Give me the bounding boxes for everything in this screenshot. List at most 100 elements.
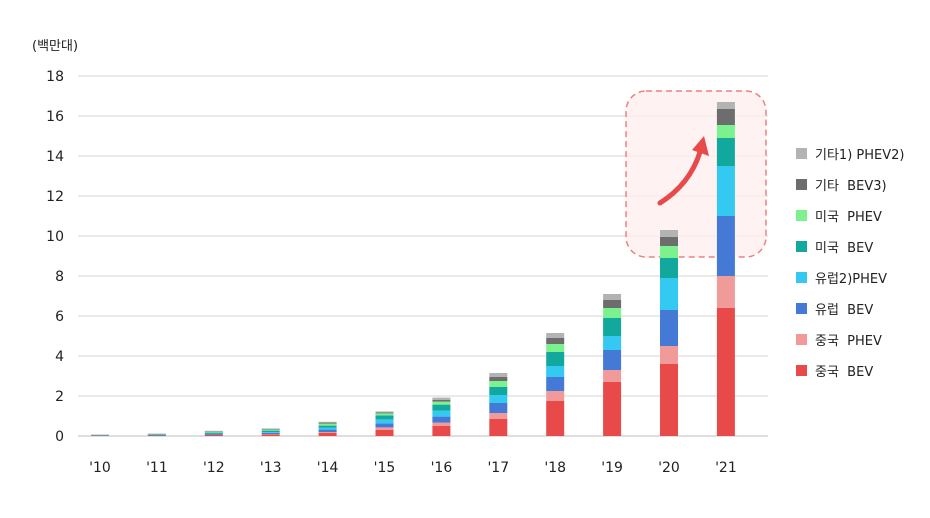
bar-segment [375, 419, 394, 424]
y-tick-label: 12 [46, 189, 64, 205]
x-tick-label: '16 [431, 460, 453, 476]
x-tick-label: '18 [544, 460, 566, 476]
bar-segment [432, 416, 451, 423]
bar-segment [375, 427, 394, 430]
legend-item: 미국 BEV [796, 231, 926, 262]
x-tick-label: '11 [146, 460, 168, 476]
bar-segment [204, 434, 223, 435]
legend-swatch [796, 179, 807, 190]
bar-segment [489, 395, 508, 403]
bar-segment [432, 426, 451, 436]
bar-segment [603, 382, 622, 436]
legend-swatch [796, 148, 807, 159]
bar-segment [318, 429, 337, 432]
bar-segment [147, 434, 166, 435]
bar-segment [375, 412, 394, 414]
bar-segment [432, 397, 451, 400]
bar-segment [716, 308, 735, 436]
bar-segment [147, 433, 166, 435]
y-tick-label: 4 [55, 349, 64, 365]
bar-segment [489, 413, 508, 419]
bar-segment [432, 422, 451, 426]
bar-segment [375, 430, 394, 436]
legend-label: 중국 BEV [815, 365, 874, 380]
y-tick-label: 18 [46, 69, 64, 85]
legend-swatch [796, 365, 807, 376]
legend-label: 유럽 BEV [815, 303, 874, 318]
bar-segment [603, 300, 622, 308]
arrow-head [692, 136, 709, 156]
x-tick-label: '13 [260, 460, 282, 476]
bar-segment [375, 423, 394, 428]
bar-segment [261, 432, 280, 433]
bar-segment [489, 403, 508, 413]
bar-segment [432, 400, 451, 402]
x-tick-label: '21 [715, 460, 737, 476]
bar-segment [375, 411, 394, 413]
legend-item: 중국 PHEV [796, 324, 926, 355]
legend-label: 기타 BEV3) [815, 179, 887, 194]
bar-segment [716, 138, 735, 166]
bar-segment [546, 391, 565, 401]
bar-segment [147, 435, 166, 436]
legend-label: 중국 PHEV [815, 334, 882, 349]
legend-item: 유럽2)PHEV [796, 262, 926, 293]
legend-label: 기타1) PHEV2) [815, 148, 905, 163]
legend: 기타1) PHEV2) 기타 BEV3) 미국 PHEV 미국 BEV 유럽2)PHEV… [796, 138, 926, 386]
legend-swatch [796, 272, 807, 283]
bar-segment [318, 427, 337, 430]
bar-segment [716, 125, 735, 138]
legend-label: 유럽2)PHEV [815, 272, 887, 287]
bar-segment [660, 278, 678, 310]
bar-segment [716, 166, 735, 216]
bar-segment [375, 413, 394, 416]
x-tick-label: '10 [89, 460, 111, 476]
bar-segment [603, 318, 622, 336]
y-tick-label: 2 [55, 389, 64, 405]
bar-segment [432, 404, 451, 411]
y-tick-label: 0 [55, 429, 64, 445]
bar-segment [716, 276, 735, 308]
bar-segment [91, 434, 109, 436]
bar-segment [318, 432, 337, 433]
bar-segment [318, 423, 337, 426]
bar-segment [716, 216, 735, 276]
bar-segment [603, 350, 622, 370]
legend-label: 미국 PHEV [815, 210, 882, 225]
arrow-shaft [657, 149, 703, 206]
y-tick-label: 8 [55, 269, 64, 285]
y-tick-label: 16 [46, 109, 64, 125]
highlight-box [625, 90, 767, 258]
bar-segment [660, 258, 678, 278]
bar-segment [546, 366, 565, 377]
bar-segment [489, 387, 508, 395]
x-tick-label: '15 [374, 460, 396, 476]
bar-segment [489, 381, 508, 387]
legend-swatch [796, 334, 807, 345]
y-tick-label: 10 [46, 229, 64, 245]
bar-segment [318, 425, 337, 428]
bar-segment [204, 430, 223, 432]
bar-segment [546, 344, 565, 352]
highlight-rect [625, 90, 767, 258]
x-tick-label: '20 [658, 460, 680, 476]
bar-segment [660, 237, 678, 246]
x-tick-label: '17 [487, 460, 509, 476]
legend-item: 기타1) PHEV2) [796, 138, 926, 169]
bar-segment [261, 432, 280, 434]
gridlines [78, 75, 768, 437]
legend-swatch [796, 210, 807, 221]
legend-label: 미국 BEV [815, 241, 874, 256]
bar-segment [489, 373, 508, 377]
legend-item: 유럽 BEV [796, 293, 926, 324]
legend-item: 중국 BEV [796, 355, 926, 386]
y-axis-unit-label: (백만대) [32, 39, 79, 54]
bar-segment [546, 352, 565, 366]
bar-segment [261, 430, 280, 432]
bar-segment [204, 435, 223, 436]
growth-arrow-icon [657, 136, 709, 206]
legend-item: 기타 BEV3) [796, 169, 926, 200]
bar-segment [375, 415, 394, 420]
bar-segment [261, 429, 280, 431]
